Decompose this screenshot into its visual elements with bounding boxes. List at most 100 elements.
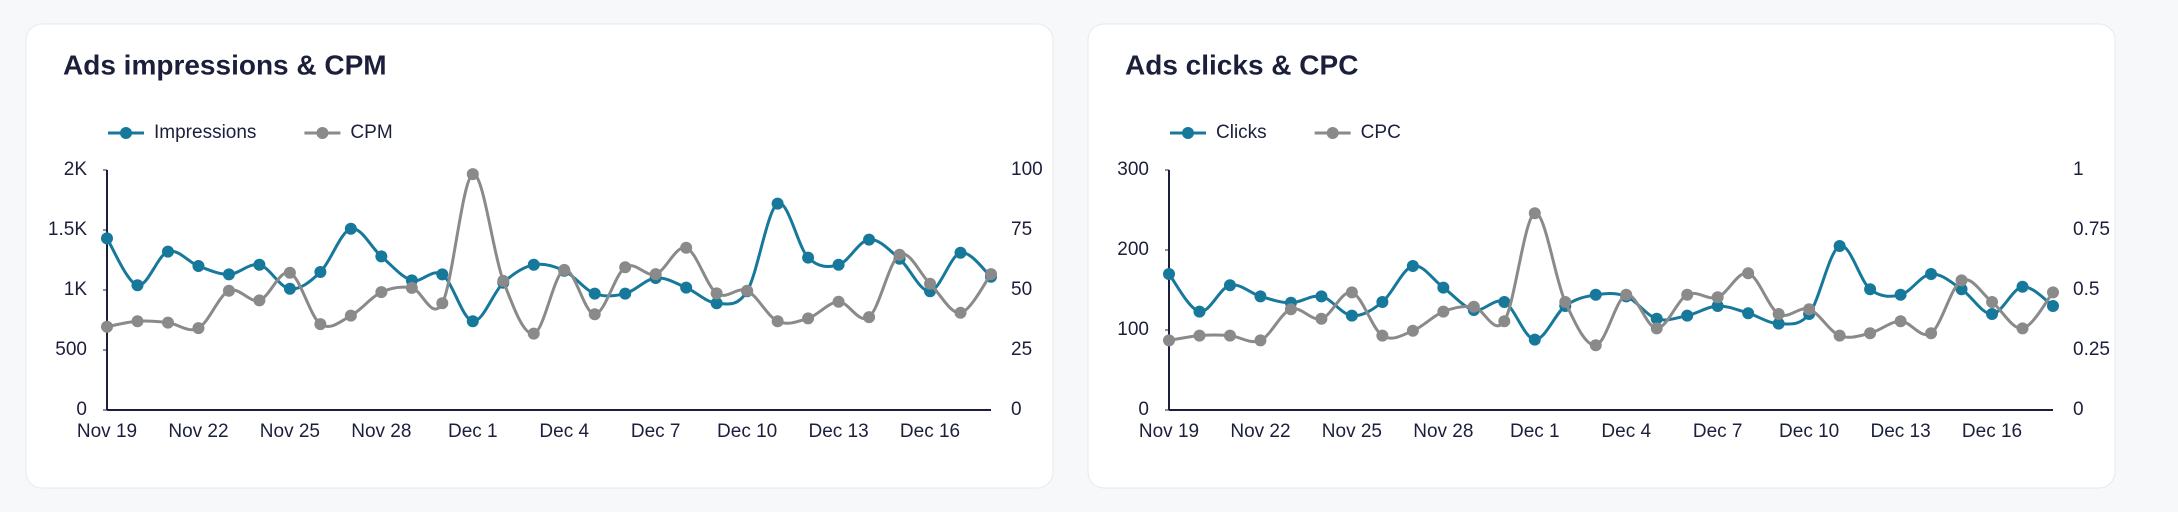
point (253, 294, 266, 307)
x-tick-label: Nov 28 (351, 421, 411, 442)
point (527, 258, 540, 271)
point (1986, 296, 1999, 308)
legend-item: Clicks (1170, 122, 1267, 143)
y2-tick-label: 0.75 (2073, 219, 2110, 240)
point (1681, 288, 1694, 301)
x-tick-label: Dec 10 (717, 421, 777, 442)
point (832, 258, 845, 271)
x-tick-label: Dec 13 (808, 421, 868, 442)
point (253, 258, 266, 271)
legend-item: CPM (304, 122, 393, 143)
point (588, 287, 601, 300)
point (1803, 303, 1816, 316)
point (619, 261, 632, 274)
point (344, 222, 357, 235)
point (1315, 312, 1328, 325)
point (1864, 327, 1877, 340)
point (375, 286, 388, 299)
y-tick-label: 0 (1138, 399, 1149, 420)
point (131, 315, 144, 328)
point (1163, 268, 1175, 280)
point (222, 268, 235, 281)
y-tick-label: 1K (64, 279, 88, 300)
point (741, 284, 754, 297)
x-tick-label: Nov 19 (1139, 421, 1199, 442)
point (1650, 312, 1663, 325)
y-tick-label: 200 (1117, 239, 1149, 260)
point (1894, 315, 1907, 328)
point (1589, 339, 1602, 352)
point (1345, 286, 1358, 299)
point (954, 306, 967, 319)
card (1087, 23, 2116, 489)
point (1833, 329, 1846, 342)
point (802, 312, 815, 325)
point (680, 281, 693, 294)
y2-tick-label: 1 (2073, 159, 2084, 180)
point (1406, 324, 1419, 337)
point (1650, 322, 1663, 335)
point (1284, 303, 1297, 316)
point (2047, 300, 2059, 312)
point (863, 233, 876, 246)
point (192, 260, 205, 272)
x-tick-label: Dec 13 (1870, 421, 1930, 442)
point (954, 246, 967, 259)
legend-item: Impressions (108, 122, 256, 143)
point (1925, 268, 1938, 280)
x-tick-label: Dec 1 (448, 421, 498, 442)
point (1254, 290, 1267, 303)
chart-title: Ads impressions & CPM (63, 49, 387, 80)
legend-marker (316, 127, 329, 139)
point (710, 287, 723, 300)
point (1406, 260, 1419, 272)
point (1559, 296, 1572, 308)
point (1163, 334, 1175, 347)
point (985, 268, 997, 281)
point (1955, 283, 1968, 296)
point (1589, 288, 1602, 301)
point (802, 251, 815, 264)
y2-tick-label: 50 (1011, 279, 1032, 300)
point (1681, 309, 1694, 322)
x-tick-label: Nov 28 (1413, 421, 1473, 442)
point (101, 320, 113, 333)
point (1742, 267, 1755, 280)
y-tick-label: 1.5K (48, 219, 87, 240)
x-tick-label: Nov 22 (168, 421, 228, 442)
chart-card: Ads clicks & CPC Clicks CPC 0 100 200 300 0 0.25… (1087, 23, 2116, 489)
point (1864, 283, 1877, 296)
x-tick-label: Dec 16 (1962, 421, 2022, 442)
y2-tick-label: 0.25 (2073, 339, 2110, 360)
point (832, 295, 845, 308)
point (1711, 300, 1724, 312)
chart-title: Ads clicks & CPC (1125, 49, 1358, 80)
point (1376, 329, 1389, 342)
y-tick-label: 2K (64, 159, 88, 180)
y2-tick-label: 100 (1011, 159, 1043, 180)
point (1498, 296, 1511, 308)
point (1467, 300, 1480, 313)
point (863, 311, 876, 324)
point (924, 277, 937, 290)
legend-label: Impressions (154, 122, 256, 143)
x-tick-label: Dec 4 (1601, 421, 1651, 442)
point (192, 322, 205, 335)
x-tick-label: Dec 7 (1693, 421, 1743, 442)
point (1742, 307, 1755, 320)
point (1528, 333, 1541, 346)
point (893, 248, 906, 261)
point (710, 297, 723, 310)
point (375, 250, 388, 263)
point (283, 266, 296, 279)
point (527, 327, 540, 340)
legend-marker (120, 127, 132, 139)
x-tick-label: Dec 1 (1510, 421, 1560, 442)
x-tick-label: Nov 19 (77, 421, 137, 442)
x-tick-label: Dec 16 (900, 421, 960, 442)
point (161, 245, 174, 258)
point (1315, 290, 1328, 303)
point (1986, 308, 1999, 320)
y-tick-label: 300 (1117, 159, 1149, 180)
